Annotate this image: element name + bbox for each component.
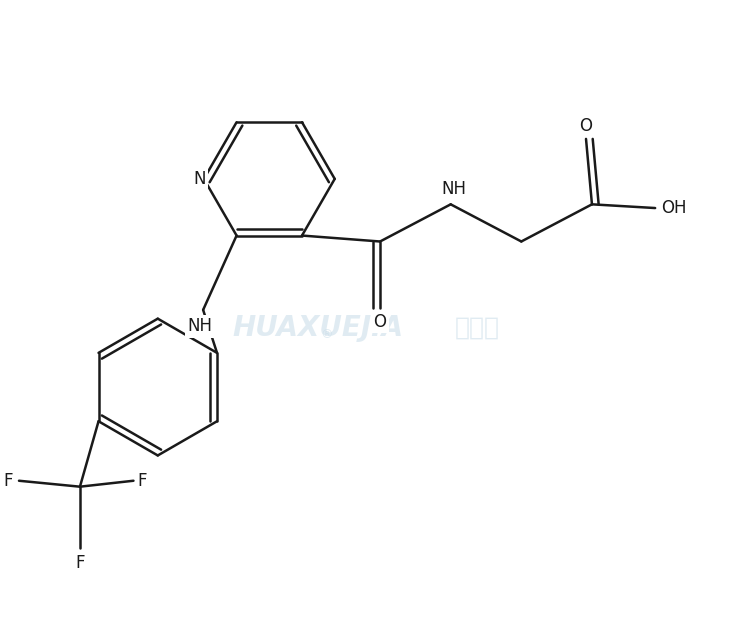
Text: F: F [3,472,13,489]
Text: ®: ® [320,328,332,341]
Text: 化学加: 化学加 [455,316,500,339]
Text: HUAXUEJIA: HUAXUEJIA [232,313,403,342]
Text: F: F [138,472,147,489]
Text: N: N [194,170,206,188]
Text: F: F [75,554,84,572]
Text: NH: NH [441,180,466,198]
Text: OH: OH [661,199,687,217]
Text: O: O [580,117,593,135]
Text: NH: NH [187,317,212,335]
Text: O: O [373,313,386,331]
